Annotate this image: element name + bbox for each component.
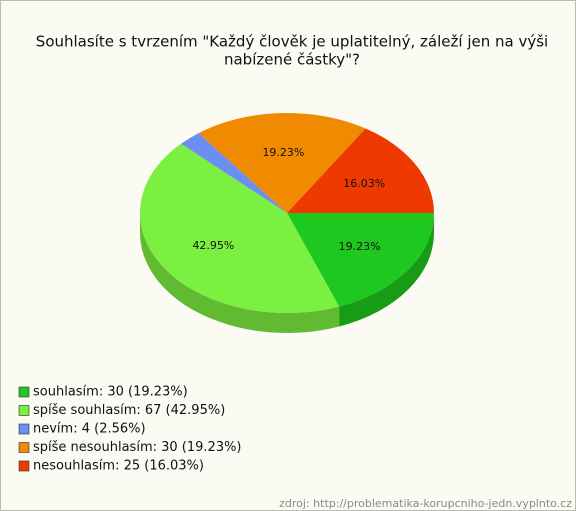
slice-label: 19.23% — [339, 240, 381, 253]
slice — [287, 213, 434, 307]
legend-swatch — [18, 442, 30, 453]
slice-label: 42.95% — [192, 239, 234, 252]
legend-swatch — [18, 423, 30, 435]
legend-label: souhlasím: 30 (19.23%) — [33, 385, 188, 400]
chart-title: Souhlasíte s tvrzením "Každý člověk je u… — [36, 33, 548, 51]
legend-label: nevím: 4 (2.56%) — [33, 422, 146, 437]
slice-label: 16.03% — [343, 177, 385, 190]
legend-label: spíše nesouhlasím: 30 (19.23%) — [33, 440, 242, 455]
slice — [139, 143, 340, 314]
legend-swatch — [18, 405, 30, 416]
slice — [287, 128, 434, 213]
slice-label: 19.23% — [262, 146, 304, 159]
chart-title: nabízené částky"? — [224, 51, 360, 69]
slice-side — [140, 213, 340, 333]
legend-label: spíše souhlasím: 67 (42.95%) — [33, 403, 225, 418]
slice-side — [339, 213, 434, 327]
slice — [198, 113, 366, 213]
source: zdroj: http://problematika-korupcniho-je… — [279, 497, 572, 510]
legend-swatch — [18, 460, 30, 472]
slice — [180, 133, 287, 213]
legend-swatch — [18, 386, 30, 398]
legend-label: nesouhlasím: 25 (16.03%) — [33, 459, 204, 474]
